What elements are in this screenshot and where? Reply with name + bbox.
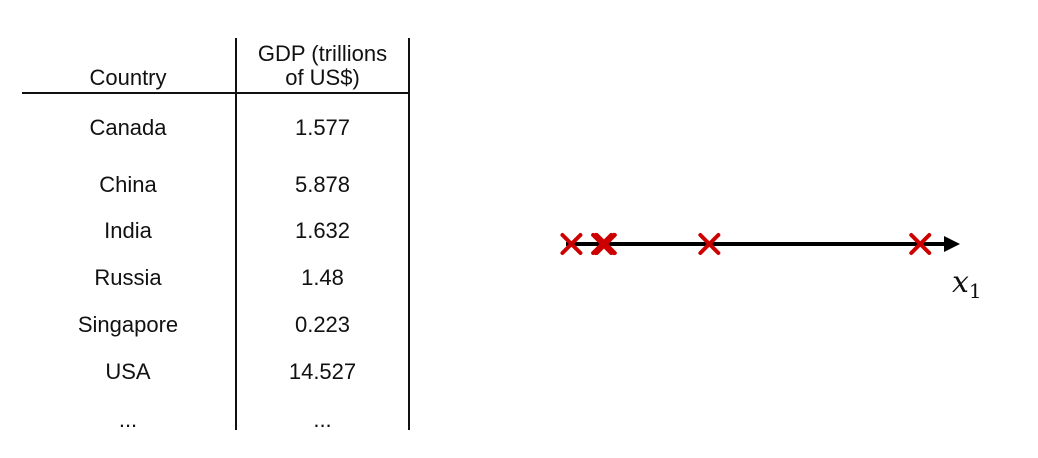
data-marker	[909, 233, 932, 255]
data-marker	[698, 233, 721, 255]
header-country: Country	[89, 65, 167, 90]
header-gdp-line1: GDP (trillions	[257, 41, 388, 66]
table-row-gdp: 14.527	[288, 359, 357, 384]
column-divider-1	[235, 38, 237, 430]
axis-arrowhead	[944, 236, 960, 252]
table-row-country: USA	[105, 359, 151, 384]
table-row-gdp: 0.223	[294, 312, 351, 337]
header-gdp: GDP (trillions of US$)	[237, 42, 408, 90]
table-row-country: Singapore	[77, 312, 179, 337]
data-markers	[560, 233, 932, 255]
header-gdp-line2: of US$)	[285, 65, 360, 90]
table-row-gdp: 1.632	[294, 218, 351, 243]
table-row-country: Canada	[89, 115, 167, 140]
table-row-gdp: 5.878	[294, 172, 351, 197]
data-marker	[594, 233, 617, 255]
table-row-country: ...	[118, 407, 138, 432]
table-row-gdp: 1.577	[294, 115, 351, 140]
table-row-country: China	[99, 172, 157, 197]
column-divider-2	[408, 38, 410, 430]
data-marker	[560, 233, 583, 255]
axis-label-main: x	[952, 265, 969, 300]
axis-label-subscript: 1	[968, 279, 982, 303]
x1-axis-diagram: x1	[520, 180, 1020, 330]
x1-axis-svg	[560, 233, 960, 255]
axis-label: x1	[952, 266, 982, 308]
table-row-country: Russia	[94, 265, 162, 290]
table-row-gdp: ...	[313, 407, 332, 432]
table-row-country: India	[104, 218, 152, 243]
table-row-gdp: 1.48	[301, 265, 344, 290]
header-rule	[22, 92, 410, 94]
gdp-table: Country GDP (trillions of US$) Canada 1.…	[0, 0, 440, 458]
